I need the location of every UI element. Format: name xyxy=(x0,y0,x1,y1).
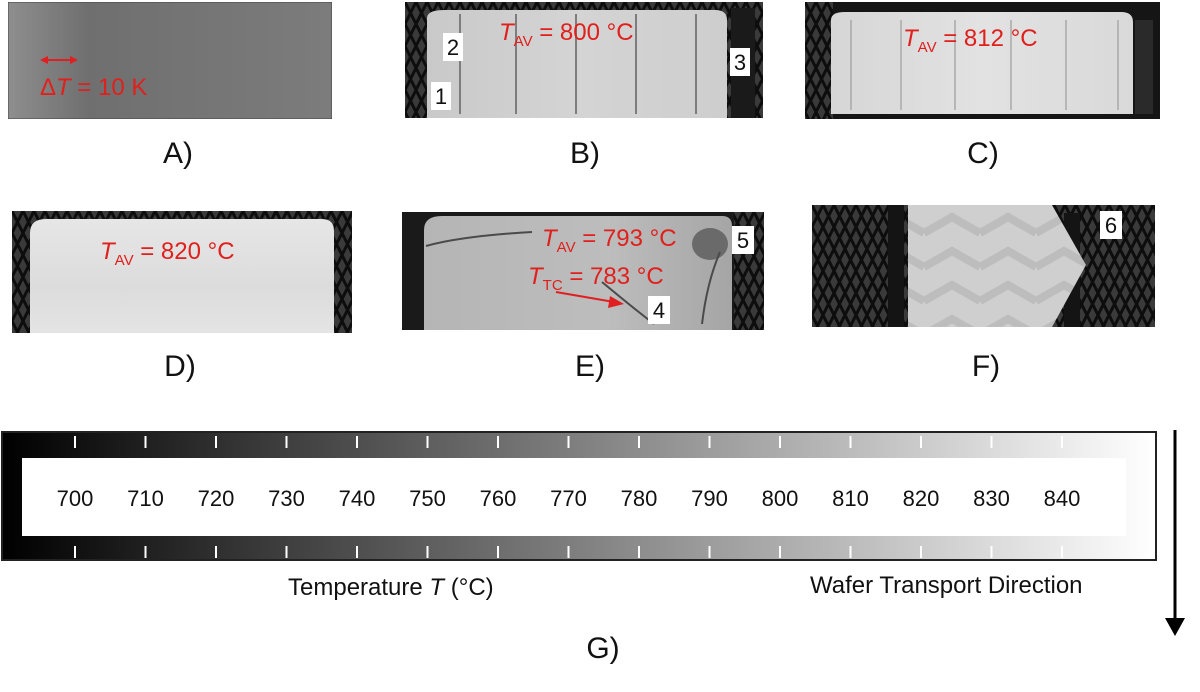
tav-symbol: T xyxy=(499,19,516,46)
panel-d-thermal-image: TAV = 820 °C xyxy=(12,211,352,333)
panel-a-label: A) xyxy=(163,137,193,170)
colorbar-tick-label-790: 790 xyxy=(691,486,728,511)
svg-text:TAV = 812 °C: TAV = 812 °C xyxy=(903,25,1038,56)
thermocouple-arrow xyxy=(555,291,624,308)
colorbar-tick-labels: 700 710 720 730 740 750 760 770 780 790 800 810 820 8… xyxy=(57,486,1081,511)
svg-text:ΔT = 10 K: ΔT = 10 K xyxy=(40,74,147,101)
marker-2: 2 xyxy=(447,35,459,60)
delta-arrow xyxy=(40,56,78,64)
colorbar-title-unit: (°C) xyxy=(444,574,494,601)
svg-text:TTC = 783 °C: TTC = 783 °C xyxy=(528,263,664,294)
colorbar-tick-label-760: 760 xyxy=(480,486,517,511)
colorbar-tick-label-720: 720 xyxy=(198,486,235,511)
panel-f-thermal-image: 6 xyxy=(812,205,1155,327)
panel-b-thermal-image: TAV = 800 °C 2 1 3 xyxy=(405,2,763,118)
panel-d-label: D) xyxy=(164,350,196,383)
colorbar-tick-label-830: 830 xyxy=(973,486,1010,511)
svg-text:TAV = 820 °C: TAV = 820 °C xyxy=(100,238,235,269)
colorbar-tick-label-800: 800 xyxy=(762,486,799,511)
panel-e-label: E) xyxy=(575,350,605,383)
colorbar-tick-label-710: 710 xyxy=(127,486,164,511)
ttc-value: = 783 °C xyxy=(563,263,664,290)
panel-g-label: G) xyxy=(586,632,620,665)
colorbar-tick-label-730: 730 xyxy=(268,486,305,511)
colorbar-tick-label-780: 780 xyxy=(621,486,658,511)
tav-value: = 793 °C xyxy=(576,225,677,252)
delta-t-value: = 10 K xyxy=(71,74,148,101)
colorbar-tick-label-740: 740 xyxy=(339,486,376,511)
tav-symbol: T xyxy=(903,25,920,52)
panel-a-thermal-image: ΔT = 10 K xyxy=(8,2,332,119)
delta-symbol: Δ xyxy=(40,74,56,101)
panel-f-label: F) xyxy=(971,350,1001,383)
tav-subscript: AV xyxy=(514,33,533,50)
tav-value: = 820 °C xyxy=(134,238,235,265)
tav-symbol: T xyxy=(542,225,559,252)
colorbar-tick-label-700: 700 xyxy=(57,486,94,511)
panel-e-thermal-image: TAV = 793 °C TTC = 783 °C 4 5 xyxy=(402,212,764,330)
ttc-subscript: TC xyxy=(543,277,563,294)
panel-b-label: B) xyxy=(570,137,600,170)
tav-subscript: AV xyxy=(557,239,576,256)
marker-3: 3 xyxy=(734,50,746,75)
colorbar-tick-label-810: 810 xyxy=(832,486,869,511)
delta-t-symbol: T xyxy=(56,74,73,101)
svg-text:TAV = 800 °C: TAV = 800 °C xyxy=(499,19,634,50)
transport-direction-label: Wafer Transport Direction xyxy=(810,572,1083,599)
ttc-symbol: T xyxy=(528,263,545,290)
colorbar-tick-label-770: 770 xyxy=(550,486,587,511)
temperature-colorbar: 700 710 720 730 740 750 760 770 780 790 800 810 820 8… xyxy=(0,430,1160,565)
colorbar-title: Temperature T (°C) xyxy=(288,574,494,602)
marker-4: 4 xyxy=(653,298,665,323)
tav-subscript: AV xyxy=(918,39,937,56)
colorbar-tick-label-840: 840 xyxy=(1044,486,1081,511)
marker-6: 6 xyxy=(1105,213,1117,238)
colorbar-title-prefix: Temperature xyxy=(288,574,430,601)
svg-text:TAV = 793 °C: TAV = 793 °C xyxy=(542,225,677,256)
colorbar-tick-label-750: 750 xyxy=(409,486,446,511)
colorbar-title-symbol: T xyxy=(429,574,445,601)
panel-c-thermal-image: TAV = 812 °C xyxy=(805,2,1160,119)
transport-direction-arrow xyxy=(1160,430,1190,640)
marker-1: 1 xyxy=(435,84,447,109)
tav-value: = 800 °C xyxy=(533,19,634,46)
panel-c-label: C) xyxy=(967,137,999,170)
colorbar-tick-label-820: 820 xyxy=(903,486,940,511)
colorbar-tick-marks xyxy=(74,436,1063,558)
tav-symbol: T xyxy=(100,238,117,265)
tav-value: = 812 °C xyxy=(937,25,1038,52)
marker-5: 5 xyxy=(737,228,749,253)
tav-subscript: AV xyxy=(115,252,134,269)
